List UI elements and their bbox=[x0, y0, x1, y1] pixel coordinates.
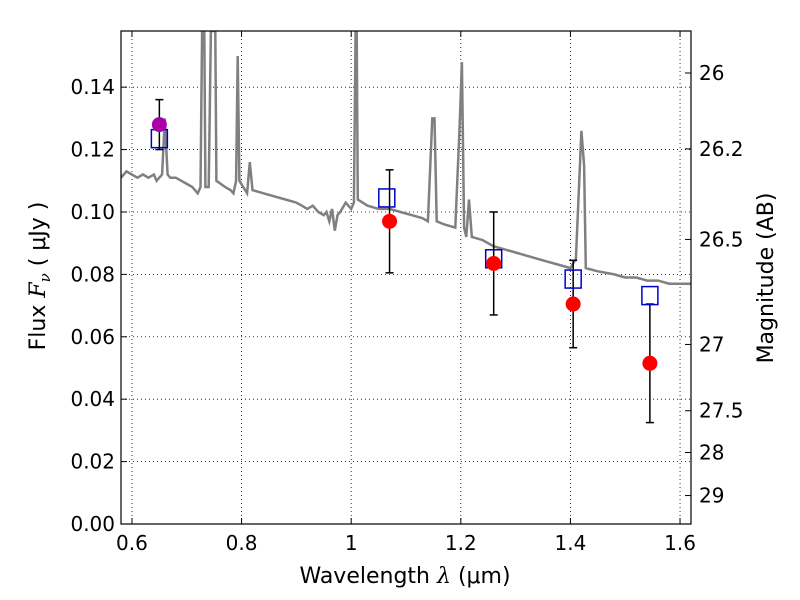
y-axis-label-symbol: F bbox=[26, 282, 51, 299]
y2-tick-label: 28 bbox=[699, 441, 724, 465]
y2-tick-label: 26.5 bbox=[699, 227, 744, 251]
x-axis-label-unit: (μm) bbox=[458, 564, 511, 589]
model-photometry-square bbox=[641, 285, 659, 306]
x-tick-label: 0.6 bbox=[116, 531, 148, 555]
x-tick-label: 1.2 bbox=[445, 531, 477, 555]
x-axis-label-prefix: Wavelength bbox=[299, 564, 430, 589]
model-spectrum-line bbox=[121, 31, 691, 285]
observed-flux-point bbox=[382, 213, 398, 229]
x-axis-label-symbol: λ bbox=[436, 564, 451, 589]
observed-flux-point bbox=[486, 255, 502, 271]
y2-tick-label: 27.5 bbox=[699, 399, 744, 423]
axis-ticks: 0.6 0.8 1 1.2 1.4 1.6 0.00 0.02 0.04 0.06 0.08 0.10… bbox=[70, 31, 744, 555]
observed-flux-point bbox=[151, 117, 167, 133]
y-tick-label: 0.00 bbox=[70, 512, 115, 536]
observed-flux-point bbox=[565, 296, 581, 312]
x-tick-label: 1 bbox=[345, 531, 358, 555]
y-tick-label: 0.14 bbox=[70, 75, 115, 99]
y-axis-label-unit: ( μJy ) bbox=[26, 202, 51, 267]
y-tick-label: 0.02 bbox=[70, 450, 115, 474]
y2-axis-label: Magnitude (AB) bbox=[754, 193, 779, 364]
x-tick-label: 1.4 bbox=[555, 531, 587, 555]
y-axis-label-subscript: ν bbox=[36, 273, 54, 282]
y-axis-label: Flux Fν ( μJy ) bbox=[26, 202, 56, 351]
model-photometry-square bbox=[564, 269, 582, 289]
model-photometry-square bbox=[378, 188, 396, 208]
grid-lines bbox=[121, 31, 691, 525]
y-tick-label: 0.08 bbox=[70, 262, 115, 286]
y-tick-label: 0.06 bbox=[70, 325, 115, 349]
plot-frame bbox=[120, 30, 692, 525]
photometry-series bbox=[150, 98, 659, 424]
y-tick-label: 0.04 bbox=[70, 387, 115, 411]
y-axis-label-prefix: Flux bbox=[26, 305, 51, 351]
x-tick-label: 0.8 bbox=[226, 531, 258, 555]
y-tick-label: 0.12 bbox=[70, 138, 115, 162]
observed-flux-point bbox=[642, 355, 658, 371]
x-tick-label: 1.6 bbox=[664, 531, 696, 555]
y-tick-label: 0.10 bbox=[70, 200, 115, 224]
model-spectrum-series bbox=[121, 31, 691, 285]
y2-tick-label: 26.2 bbox=[699, 137, 744, 161]
y2-tick-label: 27 bbox=[699, 332, 724, 356]
x-axis-label: Wavelength λ (μm) bbox=[299, 564, 510, 589]
y2-tick-label: 29 bbox=[699, 484, 724, 508]
y2-tick-label: 26 bbox=[699, 61, 724, 85]
